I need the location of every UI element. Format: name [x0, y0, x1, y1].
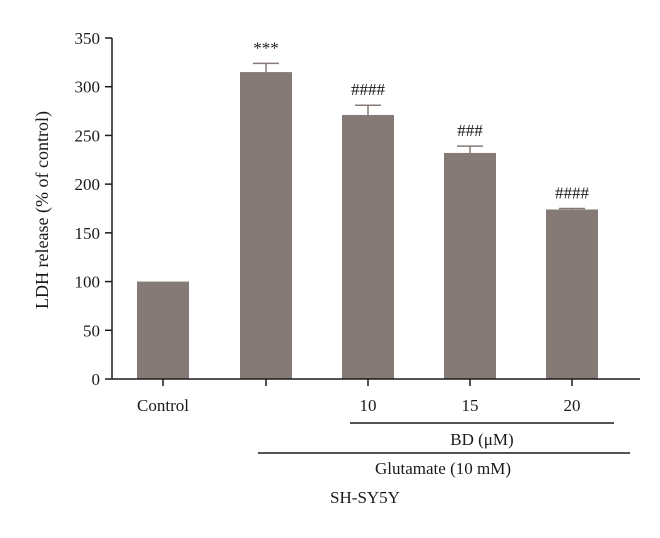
- significance-marker: ###: [457, 121, 483, 140]
- y-axis-title: LDH release (% of control): [32, 111, 53, 309]
- y-tick-label: 150: [75, 224, 101, 243]
- y-ticks: 0 50 100 150 200 250 300 350: [75, 29, 112, 389]
- y-tick-label: 100: [75, 273, 101, 292]
- bar: [137, 281, 189, 379]
- bars: ***###########: [137, 38, 598, 380]
- significance-marker: ***: [253, 38, 279, 57]
- y-tick-label: 0: [92, 370, 101, 389]
- cell-line-label: SH-SY5Y: [330, 488, 400, 507]
- y-tick-label: 350: [75, 29, 101, 48]
- bar: [240, 72, 292, 379]
- y-tick-label: 200: [75, 175, 101, 194]
- x-tick-label: 10: [360, 396, 377, 415]
- x-tick-label: Control: [137, 396, 189, 415]
- significance-marker: ####: [351, 80, 386, 99]
- y-tick-label: 50: [83, 321, 100, 340]
- bar: [444, 152, 496, 379]
- x-tick-label: 15: [462, 396, 479, 415]
- glutamate-group-label: Glutamate (10 mM): [375, 459, 511, 478]
- significance-marker: ####: [555, 184, 590, 203]
- bar: [546, 209, 598, 379]
- x-ticks: Control 10 15 20: [137, 379, 581, 415]
- x-tick-label: 20: [564, 396, 581, 415]
- bd-group-label: BD (μM): [450, 430, 513, 449]
- axes: [111, 38, 640, 380]
- y-tick-label: 250: [75, 126, 101, 145]
- bar: [342, 114, 394, 380]
- y-tick-label: 300: [75, 78, 101, 97]
